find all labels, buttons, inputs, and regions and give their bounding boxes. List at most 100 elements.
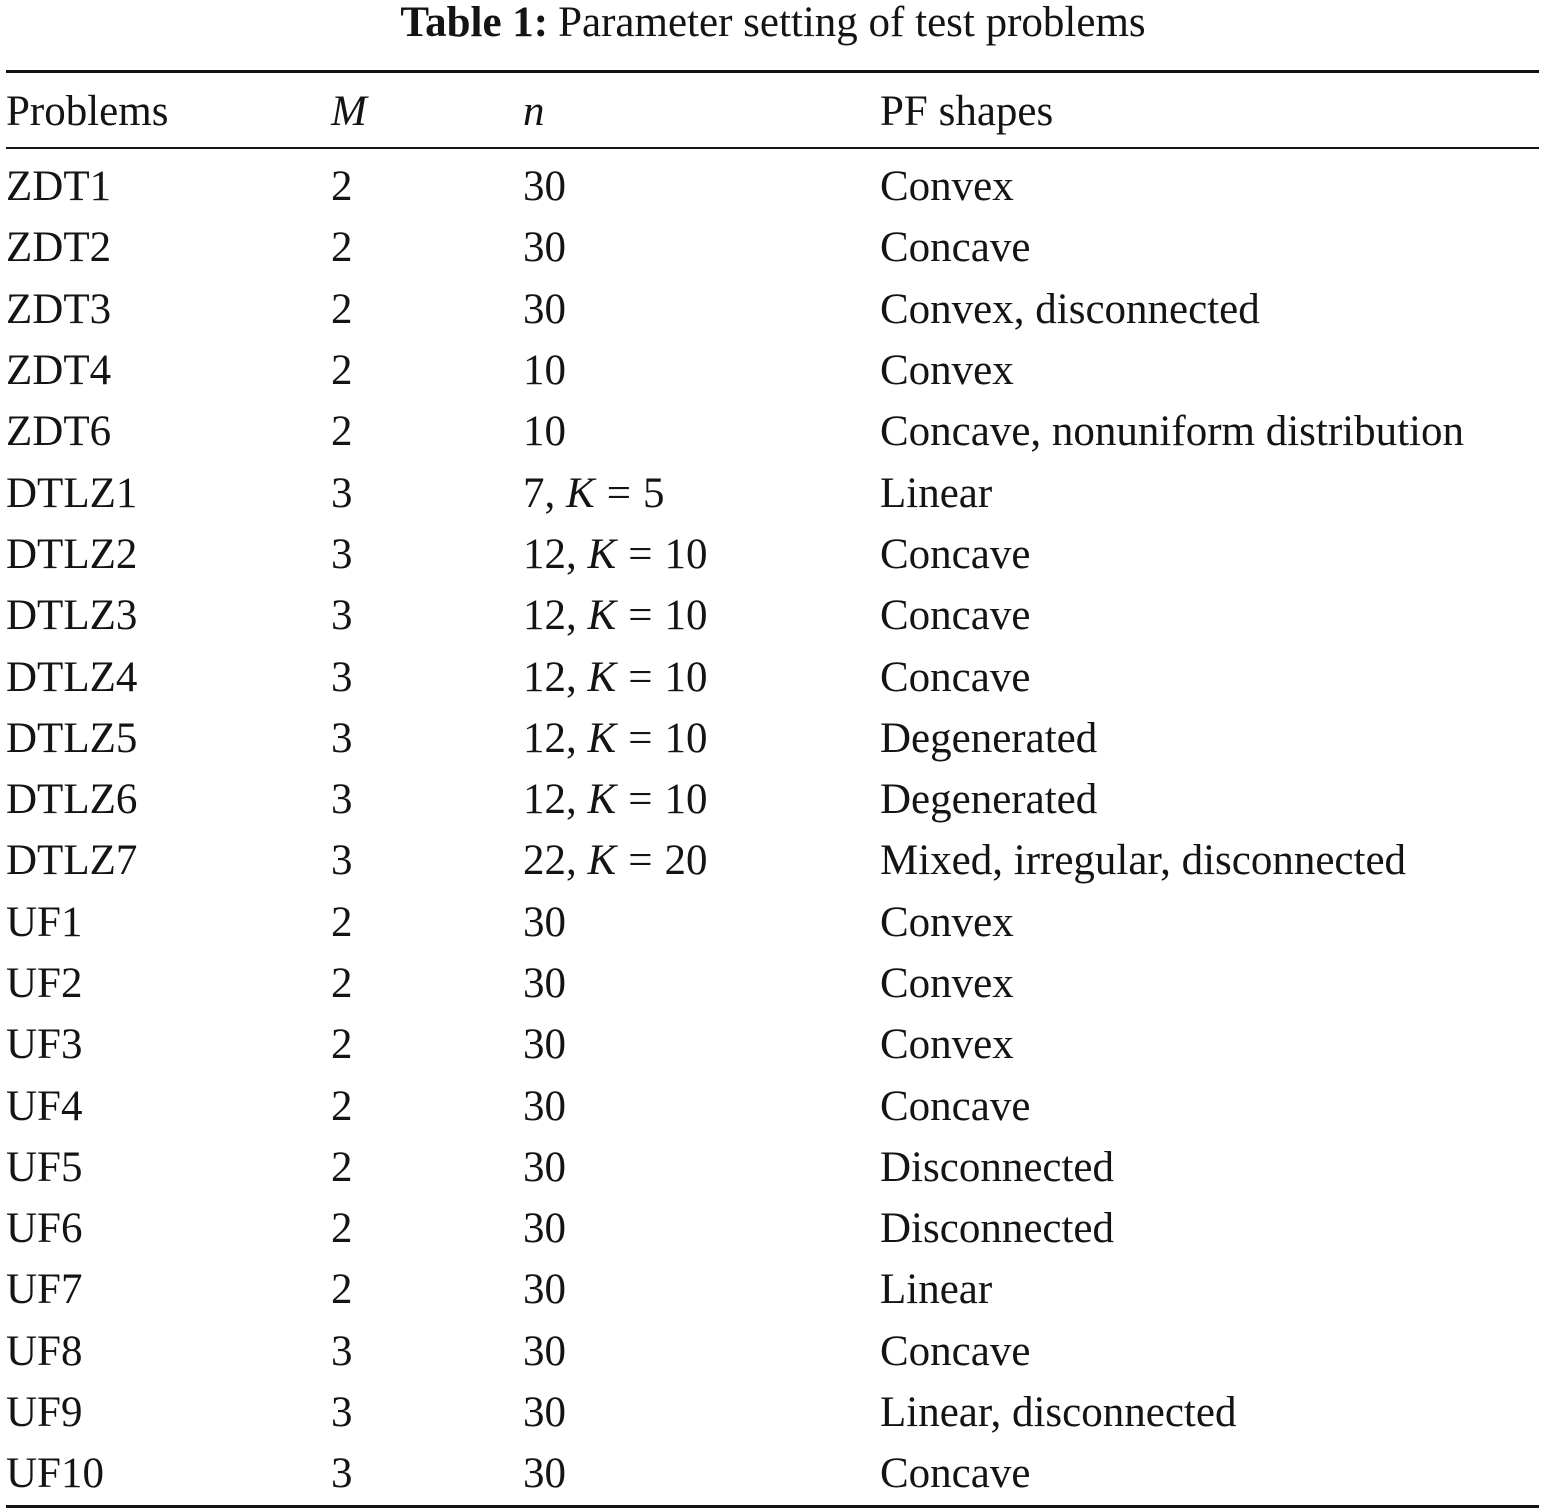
cell-m: 2 (331, 1021, 353, 1069)
cell-problem: UF10 (6, 1450, 104, 1498)
cell-m: 2 (331, 1205, 353, 1253)
cell-n: 30 (523, 1382, 880, 1443)
cell-problem: ZDT4 (6, 347, 112, 395)
table-row: DTLZ6 3 12, K = 10 Degenerated (6, 769, 1540, 830)
cell-n-equals: = (628, 592, 653, 640)
cell-problem: UF4 (6, 1082, 83, 1130)
cell-n-k-value: 5 (642, 469, 665, 517)
cell-n: 30 (523, 1321, 880, 1382)
table-row: ZDT2 2 30 Concave (6, 217, 1540, 278)
cell-problem: DTLZ2 (6, 530, 138, 578)
cell-problem: ZDT1 (6, 163, 112, 211)
table-row: UF8 3 30 Concave (6, 1321, 1540, 1382)
cell-n: 30 (523, 156, 880, 217)
table-row: ZDT3 2 30 Convex, disconnected (6, 279, 1540, 340)
cell-pf-shape: Degenerated (880, 714, 1098, 762)
cell-m: 3 (331, 837, 353, 885)
cell-n: 12, K = 10 (523, 524, 880, 585)
cell-n: 30 (523, 1259, 880, 1320)
cell-pf-shape: Convex (880, 347, 1014, 395)
table-row: DTLZ4 3 12, K = 10 Concave (6, 646, 1540, 707)
cell-m: 2 (331, 1266, 353, 1314)
table-row: DTLZ3 3 12, K = 10 Concave (6, 585, 1540, 646)
cell-n-value: 30 (523, 1266, 566, 1314)
cell-n-value: 30 (523, 1143, 566, 1191)
cell-pf-shape: Linear, disconnected (880, 1389, 1237, 1437)
cell-pf-shape: Disconnected (880, 1205, 1115, 1253)
cell-n-k-symbol: K (566, 469, 595, 517)
cell-m: 3 (331, 469, 353, 517)
cell-n-value: 30 (523, 1205, 566, 1253)
header-n: n (523, 88, 545, 135)
table-row: DTLZ7 3 22, K = 20 Mixed, irregular, disconne… (6, 830, 1540, 891)
cell-n-k-symbol: K (587, 776, 617, 824)
cell-n-k-symbol: K (587, 530, 617, 578)
cell-n-equals: = (606, 469, 631, 517)
cell-n-separator: , (544, 469, 566, 517)
cell-n-value: 12 (523, 714, 566, 762)
cell-problem: DTLZ1 (6, 469, 138, 517)
cell-n: 10 (523, 401, 880, 462)
cell-m: 2 (331, 1143, 353, 1191)
cell-n-value: 12 (523, 592, 566, 640)
cell-m: 2 (331, 898, 353, 946)
cell-m: 3 (331, 714, 353, 762)
cell-m: 3 (331, 592, 353, 640)
cell-problem: DTLZ7 (6, 837, 138, 885)
cell-problem: UF2 (6, 960, 83, 1007)
cell-m: 2 (331, 285, 353, 333)
table-row: DTLZ5 3 12, K = 10 Degenerated (6, 708, 1540, 769)
cell-n-value: 30 (523, 285, 566, 333)
header-pf-shapes: PF shapes (880, 88, 1054, 135)
cell-pf-shape: Degenerated (880, 776, 1098, 824)
cell-n-value: 30 (523, 163, 566, 211)
cell-n-equals: = (628, 530, 653, 578)
cell-n: 30 (523, 217, 880, 278)
cell-problem: ZDT6 (6, 408, 112, 456)
cell-n-equals: = (628, 837, 653, 885)
cell-n-value: 30 (523, 1389, 566, 1437)
cell-n-value: 7 (523, 469, 545, 517)
table-caption-label: Table 1: (400, 0, 549, 46)
cell-n-separator: , (566, 592, 588, 640)
table-header-rule (6, 147, 1539, 149)
cell-n-k-symbol: K (587, 837, 617, 885)
cell-problem: UF1 (6, 898, 83, 946)
cell-pf-shape: Disconnected (880, 1143, 1115, 1191)
cell-m: 2 (331, 224, 353, 272)
cell-n-separator: , (566, 776, 588, 824)
cell-n-k-symbol: K (587, 653, 617, 701)
cell-n-value: 10 (523, 347, 566, 395)
cell-pf-shape: Linear (880, 469, 993, 517)
cell-pf-shape: Concave (880, 224, 1031, 272)
cell-problem: DTLZ3 (6, 592, 138, 640)
cell-n-value: 30 (523, 1082, 566, 1130)
cell-m: 3 (331, 653, 353, 701)
cell-m: 2 (331, 347, 353, 395)
cell-pf-shape: Concave, nonuniform distribution (880, 408, 1465, 456)
cell-n-value: 12 (523, 653, 566, 701)
cell-pf-shape: Concave (880, 530, 1031, 578)
cell-pf-shape: Concave (880, 1082, 1031, 1130)
cell-pf-shape: Convex (880, 163, 1014, 211)
cell-n: 7, K = 5 (523, 462, 880, 523)
cell-n-value: 30 (523, 898, 566, 946)
cell-n-value: 22 (523, 837, 566, 885)
cell-n-value: 30 (523, 960, 566, 1007)
cell-problem: ZDT3 (6, 285, 112, 333)
cell-problem: UF5 (6, 1143, 83, 1191)
cell-pf-shape: Linear (880, 1266, 993, 1314)
cell-n-value: 12 (523, 530, 566, 578)
cell-m: 3 (331, 1450, 353, 1498)
cell-n-separator: , (566, 653, 588, 701)
table-row: UF2 2 30 Convex (6, 953, 1540, 1014)
cell-problem: UF9 (6, 1389, 83, 1437)
table-row: DTLZ1 3 7, K = 5 Linear (6, 462, 1540, 523)
parameter-table: Problems M n PF shapes ZDT1 2 30 Convex ZDT2… (6, 80, 1540, 1505)
cell-n: 30 (523, 1443, 880, 1504)
cell-n: 22, K = 20 (523, 830, 880, 891)
cell-pf-shape: Convex (880, 898, 1014, 946)
table-row: UF7 2 30 Linear (6, 1259, 1540, 1320)
cell-n-equals: = (628, 653, 653, 701)
